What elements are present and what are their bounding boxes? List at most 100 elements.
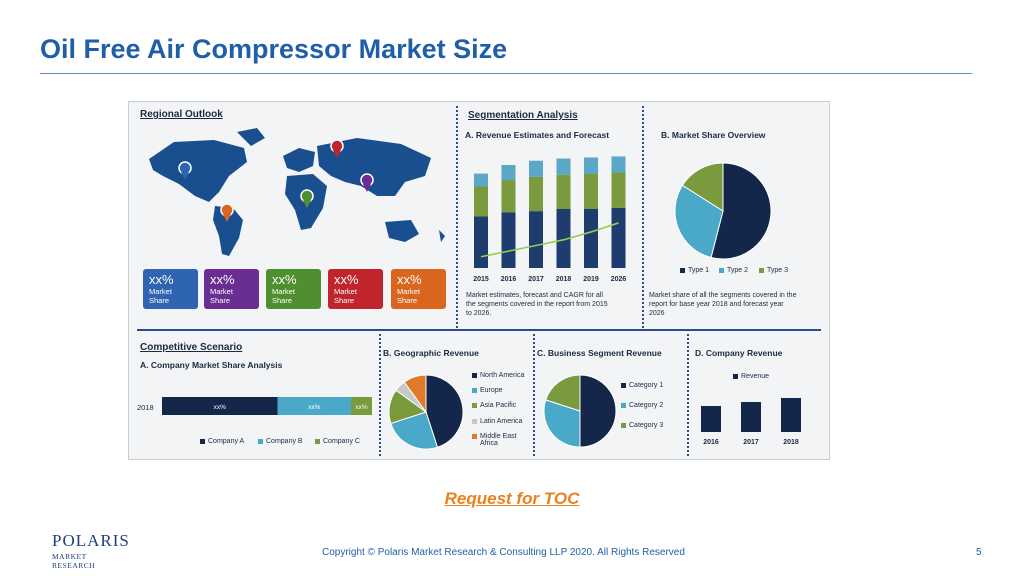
- share-label: Share: [149, 296, 170, 305]
- market-share-slice: [674, 184, 724, 259]
- polaris-logo: POLARIS MARKET RESEARCH: [52, 531, 132, 570]
- data-label: xx%: [355, 404, 368, 411]
- share-percent: xx%: [210, 272, 235, 287]
- legend-item: Category 1: [621, 382, 663, 389]
- x-tick-label: 2017: [743, 439, 759, 446]
- geographic-revenue-slice: [403, 374, 427, 414]
- company-revenue-bar: [701, 406, 721, 432]
- revenue-bar-segment: [556, 209, 571, 268]
- legend-label: Europe: [480, 387, 503, 394]
- legend-swatch: [258, 438, 263, 444]
- separator: [533, 334, 535, 456]
- legend-item: Latin America: [472, 418, 522, 425]
- revenue-forecast-description: Market estimates, forecast and CAGR for …: [466, 291, 608, 318]
- description-line: Market share of all the segments covered…: [649, 292, 797, 299]
- company-share-analysis-title: A. Company Market Share Analysis: [140, 360, 283, 370]
- revenue-bar-segment: [556, 158, 571, 175]
- legend-label: Company B: [266, 438, 303, 445]
- legend-label: Company A: [208, 438, 245, 445]
- legend-item: Category 3: [621, 422, 663, 429]
- x-tick-label: 2018: [556, 276, 572, 283]
- competitive-scenario-title: Competitive Scenario: [140, 342, 243, 353]
- share-label: Market: [334, 287, 357, 296]
- revenue-bar-segment: [501, 212, 516, 268]
- trend-line: [480, 222, 619, 258]
- regional-share-box: xx% Market Share: [143, 269, 198, 309]
- legend-label: Type 1: [688, 267, 710, 274]
- share-label: Share: [272, 296, 293, 305]
- x-tick-label: 2016: [703, 439, 719, 446]
- slide-title: Oil Free Air Compressor Market Size: [40, 34, 508, 64]
- share-label: Market: [397, 287, 420, 296]
- legend-swatch: [621, 422, 626, 428]
- legend-item: Type 2: [719, 267, 748, 274]
- separator: [642, 106, 644, 328]
- x-tick-label: 2018: [783, 439, 799, 446]
- legend-item: North America: [472, 372, 524, 379]
- share-label: Market: [149, 287, 172, 296]
- map-pin-icon: [360, 173, 374, 192]
- segmentation-title: Segmentation Analysis: [468, 110, 578, 121]
- legend-swatch: [472, 387, 477, 393]
- request-toc-link[interactable]: Request for TOC: [444, 489, 580, 508]
- data-label: xx%: [214, 404, 227, 411]
- legend-item: Revenue: [733, 373, 769, 380]
- legend-label: Category 2: [629, 402, 664, 409]
- legend-swatch: [680, 267, 685, 273]
- regional-share-box: xx% Market Share: [204, 269, 259, 309]
- revenue-bar-segment: [611, 156, 626, 173]
- market-share-description: Market share of all the segments covered…: [649, 291, 796, 318]
- page-number: 5: [976, 547, 982, 558]
- description-line: 2026: [649, 310, 665, 317]
- legend-label: Category 3: [629, 422, 664, 429]
- x-tick-label: 2016: [501, 276, 517, 283]
- legend-label: Category 1: [629, 382, 664, 389]
- legend-item: Type 1: [680, 267, 709, 274]
- revenue-bar-segment: [584, 173, 598, 209]
- share-label: Market: [272, 287, 295, 296]
- revenue-bar-segment: [584, 157, 598, 174]
- data-label: xx%: [308, 404, 321, 411]
- revenue-bar-segment: [474, 173, 488, 187]
- legend-swatch: [315, 438, 320, 444]
- description-line: the segments covered in the report from …: [466, 301, 608, 308]
- legend-swatch: [733, 373, 738, 379]
- revenue-bar-segment: [529, 160, 543, 177]
- legend-swatch: [621, 382, 626, 388]
- revenue-forecast-title: A. Revenue Estimates and Forecast: [465, 130, 610, 140]
- legend-label: North America: [480, 372, 525, 379]
- world-map: [149, 128, 445, 256]
- legend-item: Europe: [472, 387, 503, 394]
- company-share-bar: [277, 397, 351, 415]
- revenue-forecast-chart: 2015 2016 2017 2018 2019 2026: [473, 156, 626, 283]
- company-revenue-title: D. Company Revenue: [695, 348, 783, 358]
- copyright-text: Copyright © Polaris Market Research & Co…: [322, 547, 685, 558]
- map-pin-icon: [220, 203, 234, 222]
- share-percent: xx%: [272, 272, 297, 287]
- share-percent: xx%: [334, 272, 359, 287]
- business-segment-slice: [545, 374, 581, 412]
- company-revenue-bar: [741, 402, 761, 432]
- legend-swatch: [759, 267, 764, 273]
- legend-item: Category 2: [621, 402, 663, 409]
- revenue-bar-segment: [584, 209, 598, 268]
- geographic-revenue-slice: [425, 374, 464, 448]
- legend-item: Company A: [200, 438, 244, 445]
- logo-subtitle: MARKET RESEARCH: [52, 552, 96, 570]
- revenue-bar-segment: [556, 174, 571, 209]
- share-label: Share: [210, 296, 231, 305]
- business-segment-slice: [543, 399, 581, 448]
- company-share-bar: [351, 397, 372, 415]
- legend-item: Asia Pacific: [472, 402, 516, 409]
- legend-label: Type 2: [727, 267, 749, 274]
- description-line: report for base year 2018 and forecast y…: [649, 301, 784, 308]
- revenue-bar-segment: [501, 165, 516, 181]
- regional-share-box: xx% Market Share: [391, 269, 446, 309]
- map-pin-icon: [300, 189, 314, 208]
- revenue-bar-segment: [501, 180, 516, 213]
- logo-wordmark: POLARIS: [52, 531, 130, 550]
- legend-label: Middle East Africa: [480, 433, 517, 447]
- geographic-revenue-slice: [390, 411, 439, 450]
- map-pin-icon: [330, 139, 344, 158]
- separator: [379, 334, 381, 456]
